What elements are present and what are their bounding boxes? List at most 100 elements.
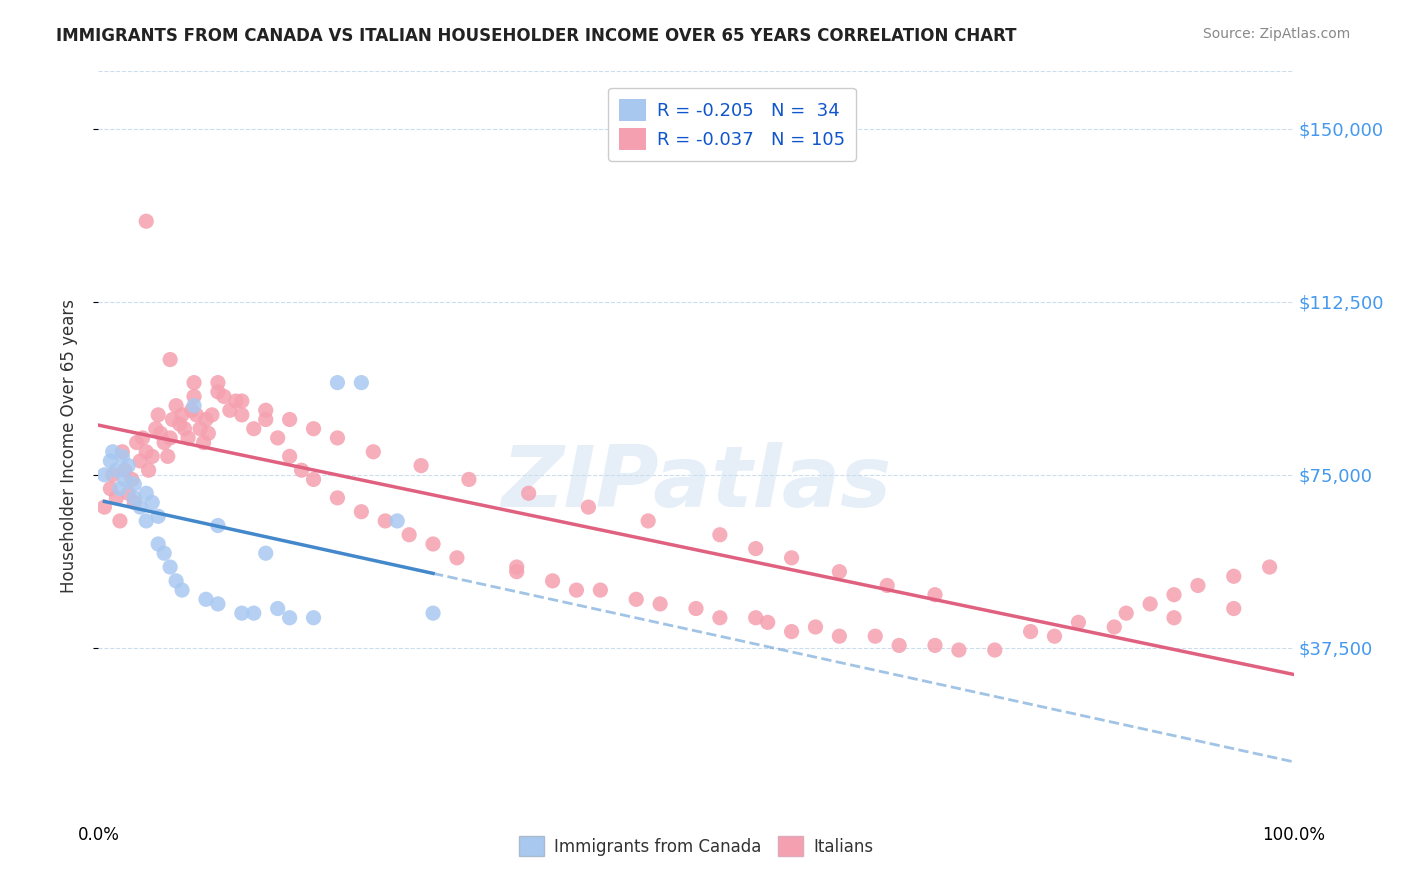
Point — [159, 352, 181, 367]
Point — [111, 450, 134, 464]
Point — [183, 399, 205, 413]
Point — [350, 376, 373, 390]
Point — [1019, 624, 1042, 639]
Point — [948, 643, 970, 657]
Point — [506, 560, 529, 574]
Point — [984, 643, 1007, 657]
Point — [111, 444, 134, 458]
Point — [172, 583, 194, 598]
Point — [93, 467, 115, 482]
Point — [326, 376, 349, 390]
Point — [114, 463, 136, 477]
Point — [709, 528, 731, 542]
Point — [138, 463, 160, 477]
Point — [148, 408, 170, 422]
Point — [541, 574, 564, 588]
Point — [637, 514, 659, 528]
Point — [108, 482, 131, 496]
Point — [207, 384, 229, 399]
Point — [135, 444, 157, 458]
Point — [231, 408, 253, 422]
Point — [159, 431, 181, 445]
Point — [243, 606, 266, 620]
Point — [458, 472, 481, 486]
Point — [195, 592, 218, 607]
Point — [278, 412, 301, 426]
Point — [254, 412, 277, 426]
Point — [709, 611, 731, 625]
Point — [195, 412, 218, 426]
Point — [148, 537, 170, 551]
Point — [125, 435, 148, 450]
Point — [626, 592, 648, 607]
Point — [117, 486, 139, 500]
Point — [131, 431, 153, 445]
Point — [422, 606, 444, 620]
Point — [278, 611, 301, 625]
Point — [172, 408, 194, 422]
Point — [1067, 615, 1090, 630]
Point — [159, 560, 181, 574]
Point — [207, 597, 229, 611]
Point — [302, 472, 325, 486]
Point — [225, 394, 247, 409]
Point — [108, 514, 131, 528]
Point — [1163, 588, 1185, 602]
Point — [188, 422, 211, 436]
Point — [243, 422, 266, 436]
Point — [1115, 606, 1137, 620]
Point — [385, 514, 409, 528]
Point — [745, 541, 768, 556]
Point — [756, 615, 779, 630]
Point — [254, 546, 277, 560]
Point — [180, 403, 202, 417]
Point — [124, 495, 146, 509]
Point — [422, 537, 444, 551]
Point — [1139, 597, 1161, 611]
Point — [124, 477, 146, 491]
Point — [101, 467, 124, 482]
Point — [374, 514, 396, 528]
Point — [254, 403, 277, 417]
Point — [924, 639, 946, 653]
Point — [1223, 569, 1246, 583]
Point — [828, 629, 851, 643]
Point — [105, 463, 128, 477]
Point — [231, 606, 253, 620]
Point — [828, 565, 851, 579]
Point — [124, 491, 146, 505]
Point — [193, 435, 215, 450]
Point — [517, 486, 540, 500]
Text: ZIPatlas: ZIPatlas — [501, 442, 891, 525]
Point — [156, 450, 179, 464]
Point — [135, 486, 157, 500]
Point — [148, 509, 170, 524]
Point — [149, 426, 172, 441]
Point — [1163, 611, 1185, 625]
Point — [197, 426, 219, 441]
Point — [183, 376, 205, 390]
Point — [105, 491, 128, 505]
Point — [101, 444, 124, 458]
Point — [1187, 578, 1209, 592]
Point — [153, 435, 176, 450]
Point — [129, 454, 152, 468]
Point — [165, 574, 187, 588]
Point — [231, 394, 253, 409]
Point — [207, 518, 229, 533]
Point — [117, 458, 139, 473]
Point — [865, 629, 887, 643]
Point — [565, 583, 588, 598]
Point — [780, 624, 803, 639]
Point — [889, 639, 911, 653]
Point — [398, 528, 420, 542]
Point — [326, 491, 349, 505]
Point — [141, 450, 163, 464]
Point — [302, 611, 325, 625]
Point — [177, 431, 200, 445]
Point — [98, 454, 122, 468]
Point — [98, 482, 122, 496]
Point — [267, 601, 290, 615]
Point — [114, 472, 136, 486]
Point — [506, 565, 529, 579]
